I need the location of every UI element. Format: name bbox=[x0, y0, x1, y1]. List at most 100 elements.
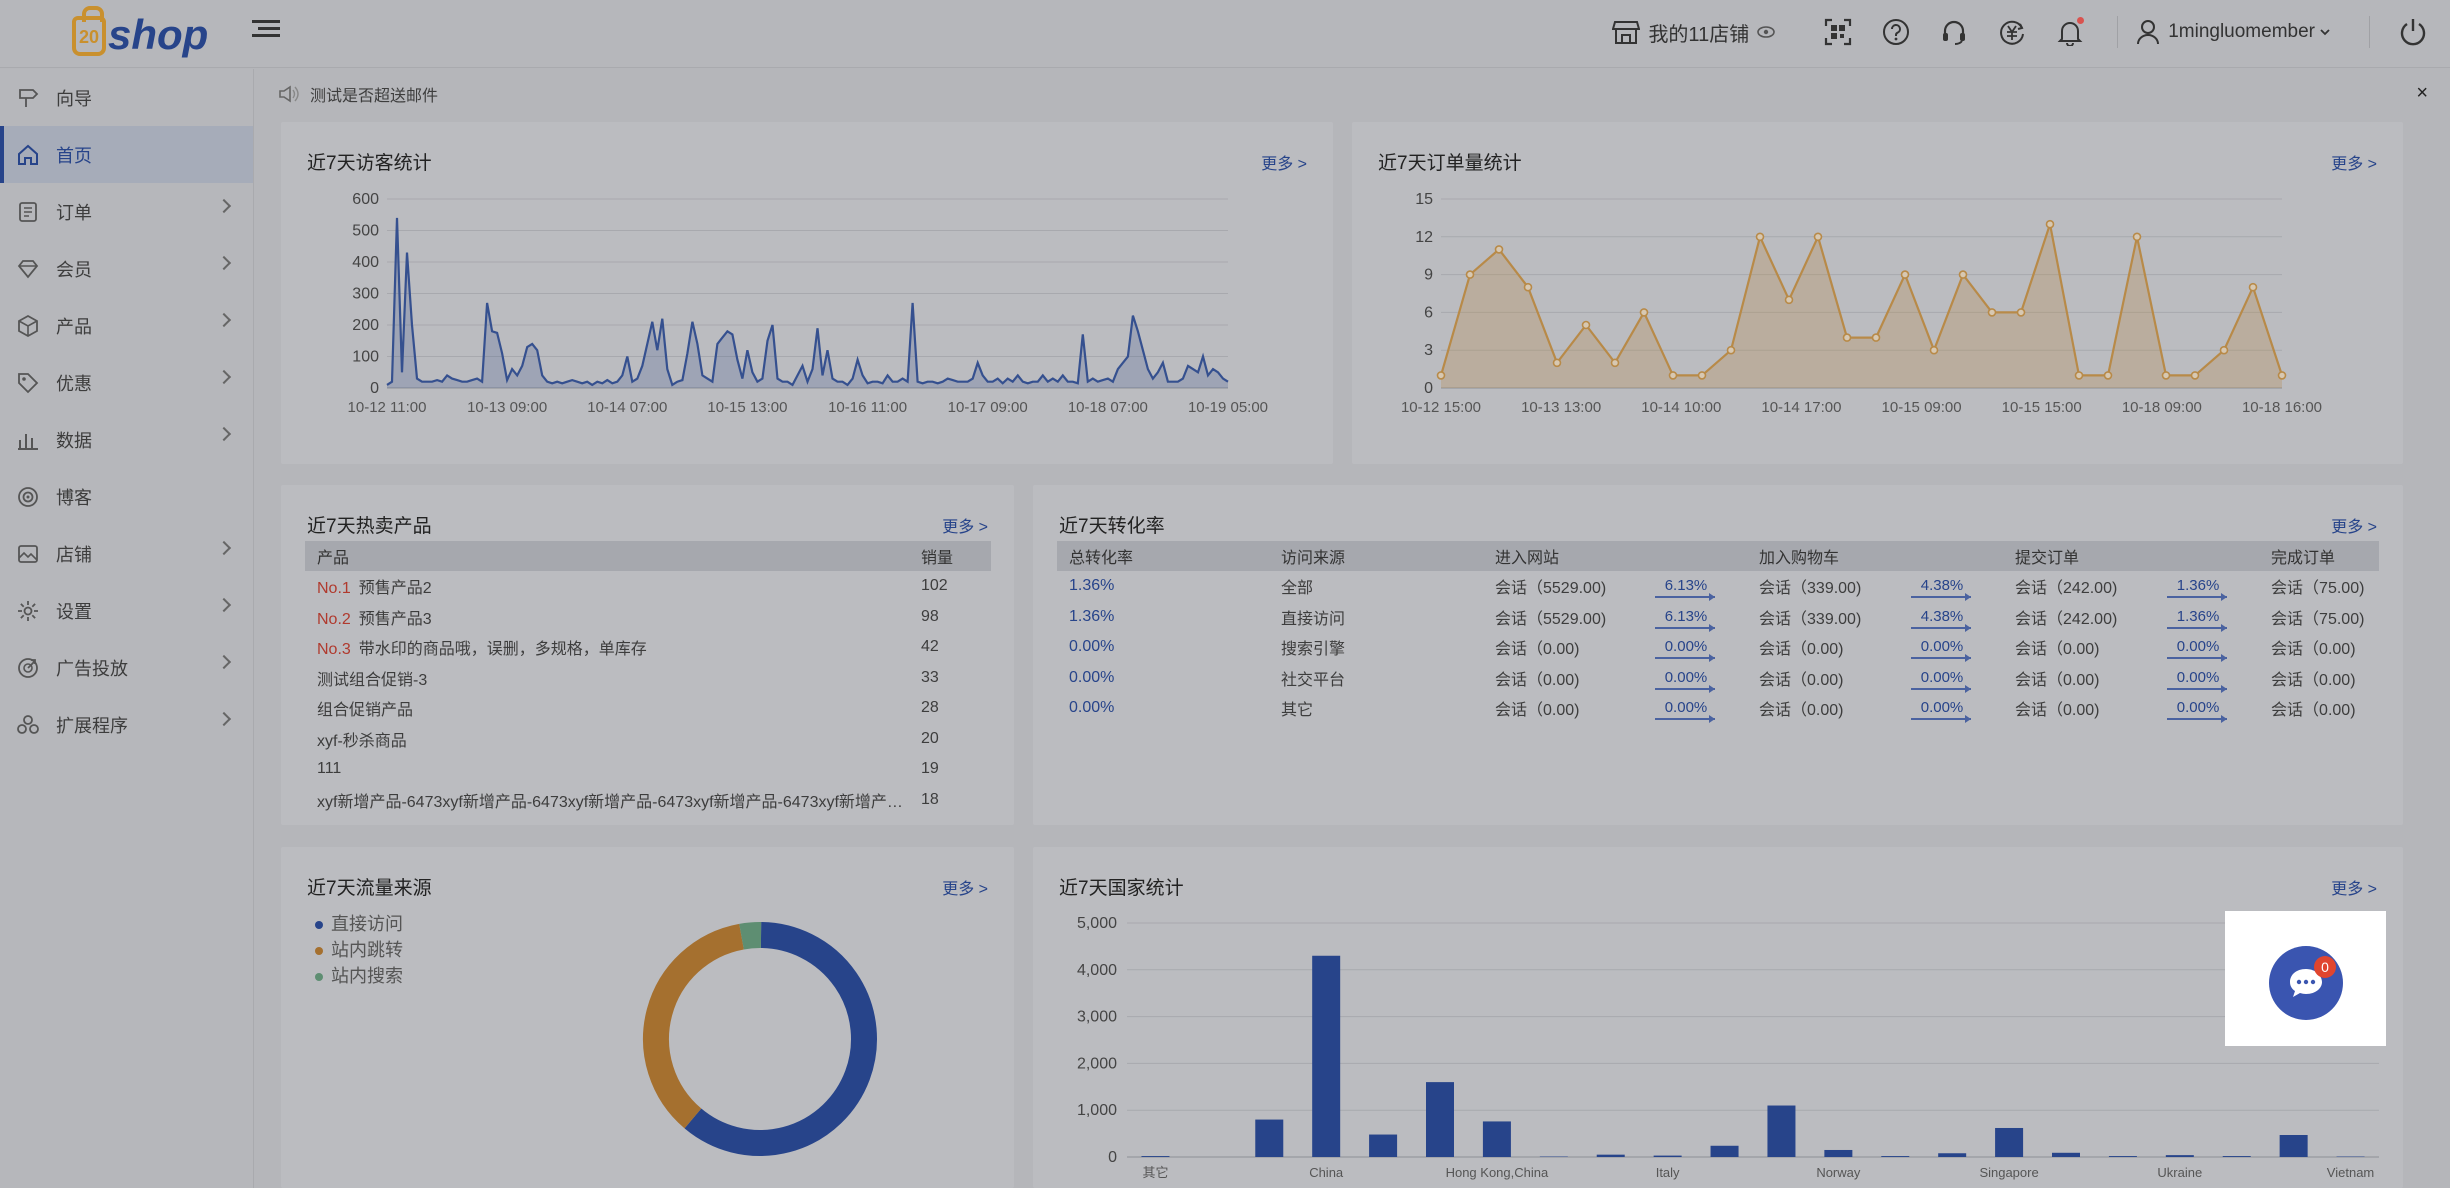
orders-more-link[interactable]: 更多 > bbox=[2331, 156, 2377, 173]
product-name[interactable]: 组合促销产品 bbox=[317, 702, 414, 720]
sidebar-item-11[interactable]: 扩展程序 bbox=[0, 696, 253, 753]
bar bbox=[1369, 1134, 1398, 1157]
x-tick-label: 10-13 13:00 bbox=[1521, 399, 1601, 416]
conversion-more-link[interactable]: 更多 > bbox=[2331, 519, 2377, 536]
sidebar-item-label: 订单 bbox=[56, 202, 92, 223]
country-card: 近7天国家统计 更多 > 0 1,000 2,000 3,000 4,000 5,000 其… bbox=[1033, 847, 2403, 1188]
sidebar-item-10[interactable]: 广告投放 bbox=[0, 639, 253, 696]
hot-products-more-link[interactable]: 更多 > bbox=[942, 519, 988, 536]
total-rate-cell: 0.00% bbox=[1069, 668, 1115, 686]
topbar: 20 shop 我的11店铺 1mingluomember bbox=[0, 0, 2450, 68]
product-name[interactable]: 预售产品2 bbox=[358, 580, 432, 598]
data-point bbox=[2016, 308, 2026, 317]
visitors-more-link[interactable]: 更多 > bbox=[1261, 156, 1307, 173]
data-point bbox=[2103, 371, 2113, 380]
menu-toggle-icon[interactable] bbox=[252, 16, 280, 44]
table-row[interactable]: No.1 预售产品2 102 bbox=[305, 571, 991, 602]
traffic-chart bbox=[643, 922, 877, 1156]
legend-item[interactable]: 站内跳转 bbox=[315, 937, 403, 963]
sales-cell: 42 bbox=[921, 638, 939, 656]
rate-arrow-cell: 1.36% bbox=[2155, 602, 2259, 633]
headset-icon[interactable] bbox=[1940, 18, 1968, 46]
table-row[interactable]: No.3 带水印的商品哦，误删，多规格，单库存 42 bbox=[305, 632, 991, 663]
product-name[interactable]: 111 bbox=[317, 760, 342, 778]
table-row[interactable]: 测试组合促销-3 33 bbox=[305, 663, 991, 694]
submit-cell: 会话（0.00) bbox=[2015, 702, 2100, 720]
pie-slice bbox=[739, 922, 762, 950]
data-point bbox=[2219, 345, 2229, 355]
sales-cell: 28 bbox=[921, 699, 939, 717]
enter-cell: 会话（0.00) bbox=[1495, 641, 1580, 659]
home-icon bbox=[16, 143, 40, 167]
rate-arrow-cell: 6.13% bbox=[1643, 602, 1747, 633]
eye-icon[interactable] bbox=[1757, 26, 1776, 38]
bar bbox=[1141, 1156, 1170, 1157]
sidebar-item-3[interactable]: 会员 bbox=[0, 240, 253, 297]
y-tick-label: 9 bbox=[1424, 267, 1433, 284]
product-name[interactable]: 预售产品3 bbox=[358, 610, 432, 628]
visitors-chart: 0 100 200 300 400 500 600 10-12 11:00 10-13 09:0… bbox=[348, 191, 1269, 416]
rate-arrow: 6.13% bbox=[1655, 608, 1717, 632]
cart-cell: 会话（339.00) bbox=[1759, 610, 1862, 628]
traffic-more-link[interactable]: 更多 > bbox=[942, 881, 988, 898]
table-row[interactable]: xyf-秒杀商品 20 bbox=[305, 724, 991, 755]
rate-arrow: 0.00% bbox=[1655, 669, 1717, 693]
logo[interactable]: 20 shop bbox=[72, 6, 208, 56]
chat-bubble-icon bbox=[2290, 969, 2322, 997]
bar bbox=[2052, 1152, 2080, 1157]
data-point bbox=[1929, 345, 1939, 355]
sales-cell: 19 bbox=[921, 760, 939, 778]
table-row[interactable]: xyf新增产品-6473xyf新增产品-6473xyf新增产品-6473xyf新… bbox=[305, 785, 991, 816]
x-tick-label: China bbox=[1309, 1165, 1344, 1180]
chevron-right-icon bbox=[216, 369, 232, 385]
sidebar-item-8[interactable]: 店铺 bbox=[0, 525, 253, 582]
currency-icon[interactable] bbox=[1998, 18, 2026, 46]
store-switch-button[interactable]: 我的11店铺 bbox=[1612, 18, 1776, 47]
table-row[interactable]: 111 19 bbox=[305, 754, 991, 785]
x-tick-label: 10-16 11:00 bbox=[828, 399, 907, 416]
bar bbox=[2222, 1156, 2251, 1157]
product-name[interactable]: 带水印的商品哦，误删，多规格，单库存 bbox=[358, 641, 647, 659]
country-more-link[interactable]: 更多 > bbox=[2331, 881, 2377, 898]
sidebar-item-2[interactable]: 订单 bbox=[0, 183, 253, 240]
user-menu[interactable]: 1mingluomember bbox=[2136, 19, 2331, 45]
data-point bbox=[1958, 270, 1968, 279]
sidebar-item-0[interactable]: 向导 bbox=[0, 69, 253, 126]
qrcode-icon[interactable] bbox=[1824, 18, 1852, 46]
x-tick-label: Ukraine bbox=[2157, 1165, 2202, 1180]
rank-label: No.1 bbox=[317, 580, 351, 598]
sidebar-item-label: 扩展程序 bbox=[56, 715, 128, 736]
table-row[interactable]: 组合促销产品 28 bbox=[305, 693, 991, 724]
sidebar-item-6[interactable]: 数据 bbox=[0, 411, 253, 468]
sidebar-item-9[interactable]: 设置 bbox=[0, 582, 253, 639]
data-point bbox=[1871, 333, 1881, 342]
cart-cell: 会话（0.00) bbox=[1759, 671, 1844, 689]
sidebar-item-7[interactable]: 博客 bbox=[0, 468, 253, 525]
product-name[interactable]: 测试组合促销-3 bbox=[317, 671, 428, 689]
power-icon[interactable] bbox=[2398, 17, 2428, 47]
sidebar-item-1[interactable]: 首页 bbox=[0, 126, 253, 183]
bell-icon[interactable] bbox=[2056, 17, 2085, 46]
sidebar-item-4[interactable]: 产品 bbox=[0, 297, 253, 354]
table-row[interactable]: No.2 预售产品3 98 bbox=[305, 602, 991, 633]
y-tick-label: 1,000 bbox=[1077, 1102, 1117, 1119]
product-name[interactable]: xyf新增产品-6473xyf新增产品-6473xyf新增产品-6473xyf新… bbox=[317, 793, 903, 811]
chat-button[interactable] bbox=[2269, 946, 2343, 1020]
notice-text[interactable]: 测试是否超送邮件 bbox=[310, 88, 439, 105]
x-tick-label: 10-14 10:00 bbox=[1641, 399, 1721, 416]
notice-close-icon[interactable]: × bbox=[2416, 82, 2428, 104]
x-tick-label: 10-18 09:00 bbox=[2122, 399, 2202, 416]
legend-item[interactable]: 直接访问 bbox=[315, 911, 403, 937]
data-point bbox=[1668, 371, 1678, 380]
chevron-right-icon bbox=[216, 255, 232, 271]
rate-arrow: 1.36% bbox=[2167, 577, 2229, 602]
product-name[interactable]: xyf-秒杀商品 bbox=[317, 732, 407, 750]
y-tick-label: 4,000 bbox=[1077, 962, 1117, 979]
data-point bbox=[2277, 371, 2287, 380]
sidebar-item-5[interactable]: 优惠 bbox=[0, 354, 253, 411]
rate-arrow: 4.38% bbox=[1911, 577, 1973, 602]
rate-arrow-cell: 0.00% bbox=[2155, 632, 2259, 663]
legend-item[interactable]: 站内搜索 bbox=[315, 963, 403, 989]
bar bbox=[1881, 1156, 1910, 1157]
help-icon[interactable] bbox=[1882, 18, 1910, 46]
